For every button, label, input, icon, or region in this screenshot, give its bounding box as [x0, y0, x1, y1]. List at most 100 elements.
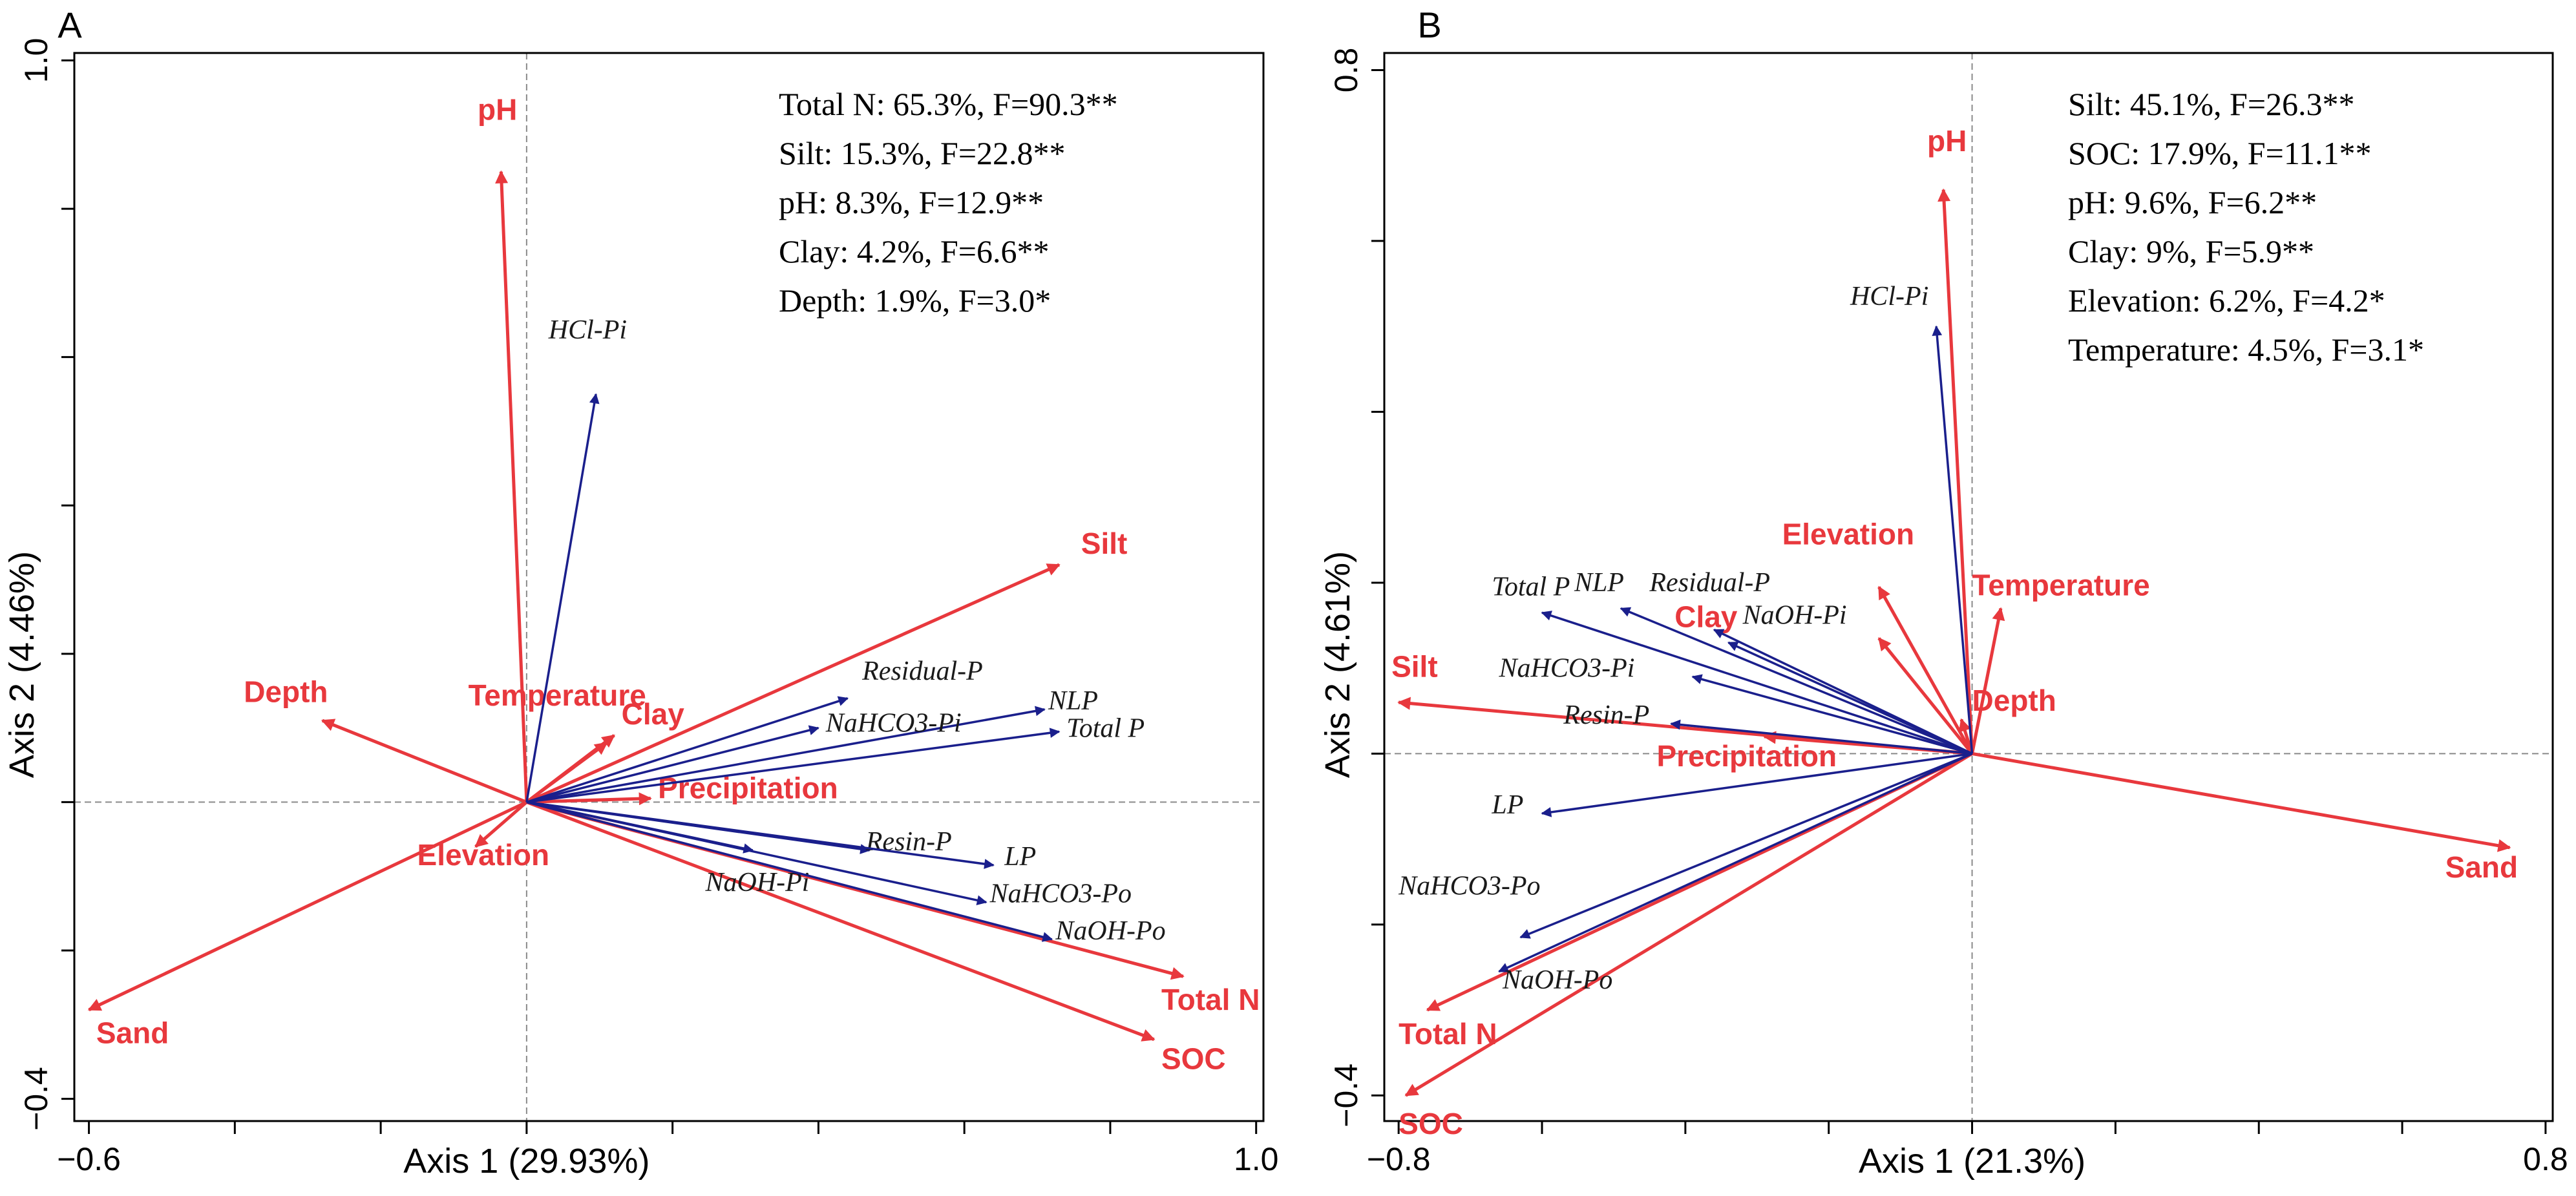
p-arrow-nahco3-pi	[526, 725, 819, 804]
env-arrow-ph	[495, 170, 529, 803]
stat-line: Temperature: 4.5%, F=3.1*	[2068, 331, 2424, 368]
x-axis-title: Axis 1 (21.3%)	[1859, 1142, 2085, 1180]
env-label-ph: pH	[478, 92, 517, 126]
p-arrow-total p	[1541, 611, 1973, 755]
y-tick-label: −0.4	[18, 1067, 54, 1131]
env-arrow-sand	[1972, 751, 2511, 852]
p-label-nahco3-pi: NaHCO3-Pi	[825, 708, 962, 738]
stat-line: pH: 8.3%, F=12.9**	[779, 184, 1044, 220]
p-label-hcl-pi: HCl-Pi	[1850, 282, 1928, 311]
p-arrow-nlp	[526, 706, 1046, 804]
y-axis-title: Axis 2 (4.46%)	[3, 551, 41, 778]
env-label-sand: Sand	[96, 1016, 169, 1049]
p-label-resin-p: Resin-P	[1563, 700, 1649, 730]
env-arrow-sand	[87, 801, 527, 1012]
env-arrow-depth	[1958, 718, 1974, 755]
env-label-depth: Depth	[1972, 684, 2056, 717]
p-arrow-total p	[526, 728, 1061, 804]
plot-frame	[1383, 52, 2554, 1122]
p-arrow-nahco3-pi	[1691, 674, 1973, 755]
env-label-soc: SOC	[1161, 1042, 1226, 1076]
p-arrow-nahco3-po	[526, 801, 987, 906]
env-arrow-silt	[525, 563, 1061, 804]
p-label-nahco3-po: NaHCO3-Po	[1398, 872, 1540, 901]
stat-line: SOC: 17.9%, F=11.1**	[2068, 135, 2371, 171]
env-label-depth: Depth	[244, 675, 328, 708]
stat-line: Clay: 9%, F=5.9**	[2068, 233, 2314, 269]
p-arrow-resin-p	[1670, 719, 1972, 755]
p-arrow-lp	[1541, 752, 1972, 817]
stat-line: Clay: 4.2%, F=6.6**	[779, 233, 1049, 269]
env-arrow-depth	[321, 719, 527, 804]
env-label-soc: SOC	[1399, 1107, 1463, 1140]
env-label-precipitation: Precipitation	[1656, 739, 1837, 773]
env-label-temperature: Temperature	[1972, 569, 2150, 602]
p-label-nahco3-po: NaHCO3-Po	[989, 879, 1132, 908]
x-tick-label: −0.6	[57, 1141, 121, 1177]
stat-line: Silt: 15.3%, F=22.8**	[779, 135, 1066, 171]
p-label-resin-p: Resin-P	[865, 827, 952, 857]
p-label-residual-p: Residual-P	[861, 656, 983, 686]
p-label-nlp: NLP	[1048, 686, 1098, 716]
env-label-silt: Silt	[1391, 649, 1438, 683]
env-label-elevation: Elevation	[1782, 517, 1915, 551]
p-label-total p: Total P	[1066, 713, 1145, 743]
p-label-hcl-pi: HCl-Pi	[548, 315, 627, 345]
y-tick-label: 1.0	[18, 38, 54, 83]
env-arrow-soc	[1404, 752, 1973, 1097]
env-label-ph: pH	[1927, 124, 1967, 158]
x-tick-label: 0.8	[2523, 1141, 2568, 1177]
env-label-sand: Sand	[2445, 850, 2518, 884]
panel-letter: B	[1417, 5, 1441, 45]
p-label-total p: Total P	[1492, 572, 1570, 602]
env-label-total-n: Total N	[1399, 1017, 1497, 1051]
y-tick-label: 0.8	[1328, 48, 1364, 93]
env-arrow-clay	[1877, 637, 1974, 755]
p-label-naoh-po: NaOH-Po	[1502, 965, 1612, 995]
y-tick-label: −0.4	[1328, 1064, 1364, 1128]
stat-line: Silt: 45.1%, F=26.3**	[2068, 86, 2355, 122]
stat-line: pH: 9.6%, F=6.2**	[2068, 184, 2317, 220]
p-arrow-naoh-po	[526, 801, 1053, 942]
p-arrow-nahco3-po	[1519, 752, 1973, 939]
p-label-lp: LP	[1491, 790, 1523, 820]
plot-frame	[73, 52, 1265, 1122]
env-label-total-n: Total N	[1161, 983, 1260, 1016]
p-label-naoh-pi: NaOH-Pi	[704, 868, 809, 897]
p-arrow-naoh-pi	[1727, 641, 1973, 755]
env-label-clay: Clay	[622, 697, 685, 731]
panel-letter: A	[58, 5, 82, 45]
env-arrow-temperature	[1970, 607, 2005, 754]
stat-line: Depth: 1.9%, F=3.0*	[779, 282, 1051, 319]
panel-a: A −0.6 1.0 1.0 −0.4 Axis 1 (29.93%) Axis 2 (4.…	[3, 5, 1278, 1180]
p-arrow-hcl-pi	[525, 393, 600, 803]
env-arrow-clay	[525, 741, 608, 804]
x-axis-title: Axis 1 (29.93%)	[403, 1142, 649, 1180]
p-label-naoh-pi: NaOH-Pi	[1742, 600, 1847, 630]
x-tick-label: −0.8	[1367, 1141, 1431, 1177]
p-label-nlp: NLP	[1574, 568, 1624, 598]
panel-b: B −0.8 0.8 0.8 −0.4 Axis 1 (21.3%) Axis 2 (4.6…	[1318, 5, 2568, 1180]
env-label-silt: Silt	[1081, 527, 1128, 560]
env-arrow-ph	[1937, 188, 1974, 754]
p-label-naoh-po: NaOH-Po	[1055, 916, 1165, 946]
env-label-clay: Clay	[1674, 600, 1738, 634]
p-arrow-residual-p	[526, 696, 849, 804]
p-label-residual-p: Residual-P	[1649, 568, 1770, 598]
p-label-nahco3-pi: NaHCO3-Pi	[1498, 653, 1634, 683]
env-arrow-precipitation	[526, 792, 652, 806]
env-arrow-elevation	[474, 801, 528, 848]
x-tick-label: 1.0	[1234, 1141, 1279, 1177]
stat-line: Elevation: 6.2%, F=4.2*	[2068, 282, 2385, 319]
p-arrow-hcl-pi	[1932, 325, 1974, 754]
stat-line: Total N: 65.3%, F=90.3**	[779, 86, 1118, 122]
env-label-temperature: Temperature	[469, 678, 646, 712]
p-arrow-lp	[526, 801, 995, 869]
env-arrow-elevation	[1877, 585, 1974, 755]
p-arrow-nlp	[1620, 607, 1973, 755]
env-label-precipitation: Precipitation	[658, 771, 838, 805]
p-arrow-naoh-po	[1498, 752, 1973, 973]
p-label-lp: LP	[1004, 842, 1036, 872]
env-arrow-soc	[525, 801, 1156, 1042]
